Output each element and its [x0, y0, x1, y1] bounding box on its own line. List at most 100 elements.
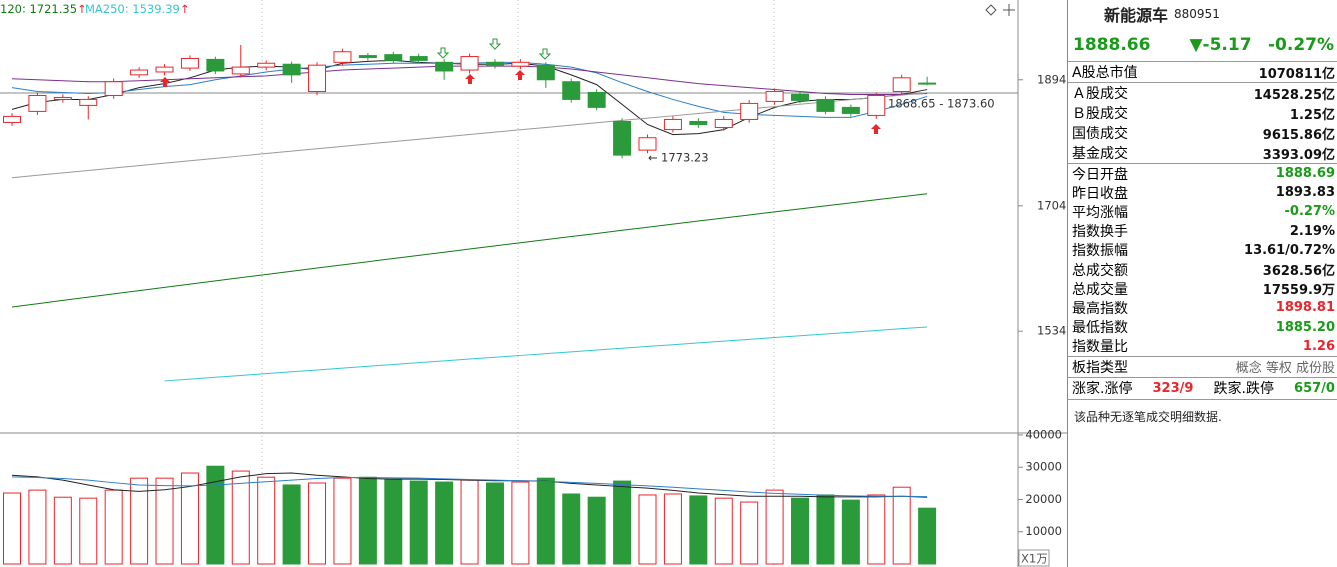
candle-body	[485, 61, 504, 66]
candle-body	[79, 98, 98, 106]
volume-bar	[816, 494, 835, 565]
volume-bar	[384, 478, 403, 565]
row: 指数量比 1.26	[1068, 337, 1337, 357]
label: A股总市值	[1072, 65, 1138, 81]
legend-ma120: 120: 1721.35↑	[0, 2, 87, 16]
candle-body	[841, 106, 860, 114]
change-pct: -0.27%	[1268, 34, 1335, 55]
volume-bar	[180, 472, 199, 565]
label: 最低指数	[1072, 320, 1128, 337]
label: 国债成交	[1072, 126, 1128, 142]
row: 总成交额 3628.56亿	[1068, 260, 1337, 280]
signals	[160, 38, 881, 134]
candle-body	[740, 102, 759, 120]
candle-body	[384, 54, 403, 61]
candle-body	[180, 57, 199, 69]
candle-body	[638, 137, 657, 151]
label: 指数振幅	[1072, 243, 1128, 260]
candle-body	[206, 58, 225, 72]
label: 总成交额	[1072, 262, 1128, 279]
candle-body	[257, 62, 276, 68]
ma-line	[11, 193, 928, 308]
candle-body	[358, 55, 377, 58]
label: 涨家.涨停	[1072, 381, 1133, 398]
volume-bar	[3, 492, 21, 565]
value: 2.19%	[1289, 223, 1335, 239]
y-tick-label: 10000	[1025, 524, 1062, 538]
candle-body	[892, 77, 911, 93]
sell-arrow	[436, 47, 450, 59]
y-tick-label: 1534	[1037, 324, 1066, 338]
volume-bar	[308, 482, 327, 565]
sell-arrow	[488, 38, 502, 50]
quote: 1888.66 ▼-5.17 -0.27%	[1068, 28, 1337, 62]
label: 板指类型	[1072, 359, 1128, 376]
volume-bar	[435, 481, 454, 565]
value: 1.25亿	[1289, 107, 1335, 123]
label: 昨日收盘	[1072, 185, 1128, 202]
value: 13.61/0.72%	[1244, 242, 1335, 258]
unit-label: X1万	[1021, 552, 1048, 566]
y-tick-label: 1894	[1037, 72, 1066, 86]
sell-arrow	[538, 48, 552, 60]
candle-body	[435, 61, 454, 72]
candle-body	[130, 69, 149, 76]
label: Ｂ股成交	[1072, 106, 1128, 122]
breadth-row: 涨家.涨停 323/9 跌家.跌停 657/0	[1068, 378, 1337, 400]
legend-label: MA250	[85, 2, 125, 16]
candle-body	[282, 63, 301, 76]
label: 总成交量	[1072, 281, 1128, 298]
ma-line	[11, 476, 928, 498]
title: 新能源车	[1104, 6, 1169, 25]
candle-body	[765, 91, 784, 102]
candle-body	[3, 115, 21, 123]
row: A股总市值 1070811亿	[1068, 62, 1337, 83]
volume-bar	[358, 476, 377, 565]
value: 323/9	[1152, 380, 1194, 396]
volume-bar	[663, 493, 682, 565]
candle-body	[613, 120, 632, 156]
range-label: 1868.65 - 1873.60	[888, 97, 995, 111]
value: 1885.20	[1275, 319, 1335, 335]
volume-bar	[714, 497, 733, 565]
value: 1893.83	[1275, 185, 1335, 201]
candle-body	[791, 93, 810, 101]
value: 概念 等权 成份股	[1235, 361, 1335, 377]
candle-body	[460, 56, 479, 71]
candle-body	[104, 81, 123, 96]
value: 1898.81	[1275, 300, 1335, 316]
label: 平均涨幅	[1072, 204, 1128, 221]
volume-bar	[130, 477, 149, 565]
volume-bar	[791, 497, 810, 565]
value: 9615.86亿	[1262, 127, 1335, 143]
value: -0.27%	[1284, 204, 1336, 220]
info-panel: 新能源车 880951 1888.66 ▼-5.17 -0.27% A股总市值 10…	[1067, 0, 1337, 567]
volume-bar	[740, 501, 759, 565]
icon-plus[interactable]	[1003, 4, 1015, 16]
legend-ma250: MA250: 1539.39↑	[85, 2, 189, 16]
candle-body	[816, 98, 835, 112]
y-tick-label: 30000	[1025, 460, 1062, 474]
low-arrow: ←	[648, 151, 658, 165]
value: 1.26	[1302, 338, 1335, 354]
icon-diamond[interactable]	[985, 4, 997, 16]
candle-body	[28, 94, 47, 112]
label: 最高指数	[1072, 300, 1128, 317]
volume-bar	[53, 496, 72, 565]
candle-body	[333, 51, 352, 63]
volume-bar	[104, 489, 123, 565]
volume-bar	[155, 477, 174, 565]
value: 3393.09亿	[1262, 147, 1335, 163]
buy-arrow	[465, 74, 475, 84]
price: 1888.66	[1073, 34, 1151, 55]
candle-body	[155, 66, 174, 73]
row: 指数换手 2.19%	[1068, 222, 1337, 241]
unit-box	[1018, 549, 1050, 567]
volume-bar	[282, 484, 301, 565]
row: 指数振幅 13.61/0.72%	[1068, 241, 1337, 260]
volume-bar	[638, 494, 657, 565]
volume-bar	[333, 477, 352, 565]
volume-bar	[28, 489, 47, 565]
buy-arrow	[160, 77, 170, 87]
label: 指数换手	[1072, 224, 1128, 241]
